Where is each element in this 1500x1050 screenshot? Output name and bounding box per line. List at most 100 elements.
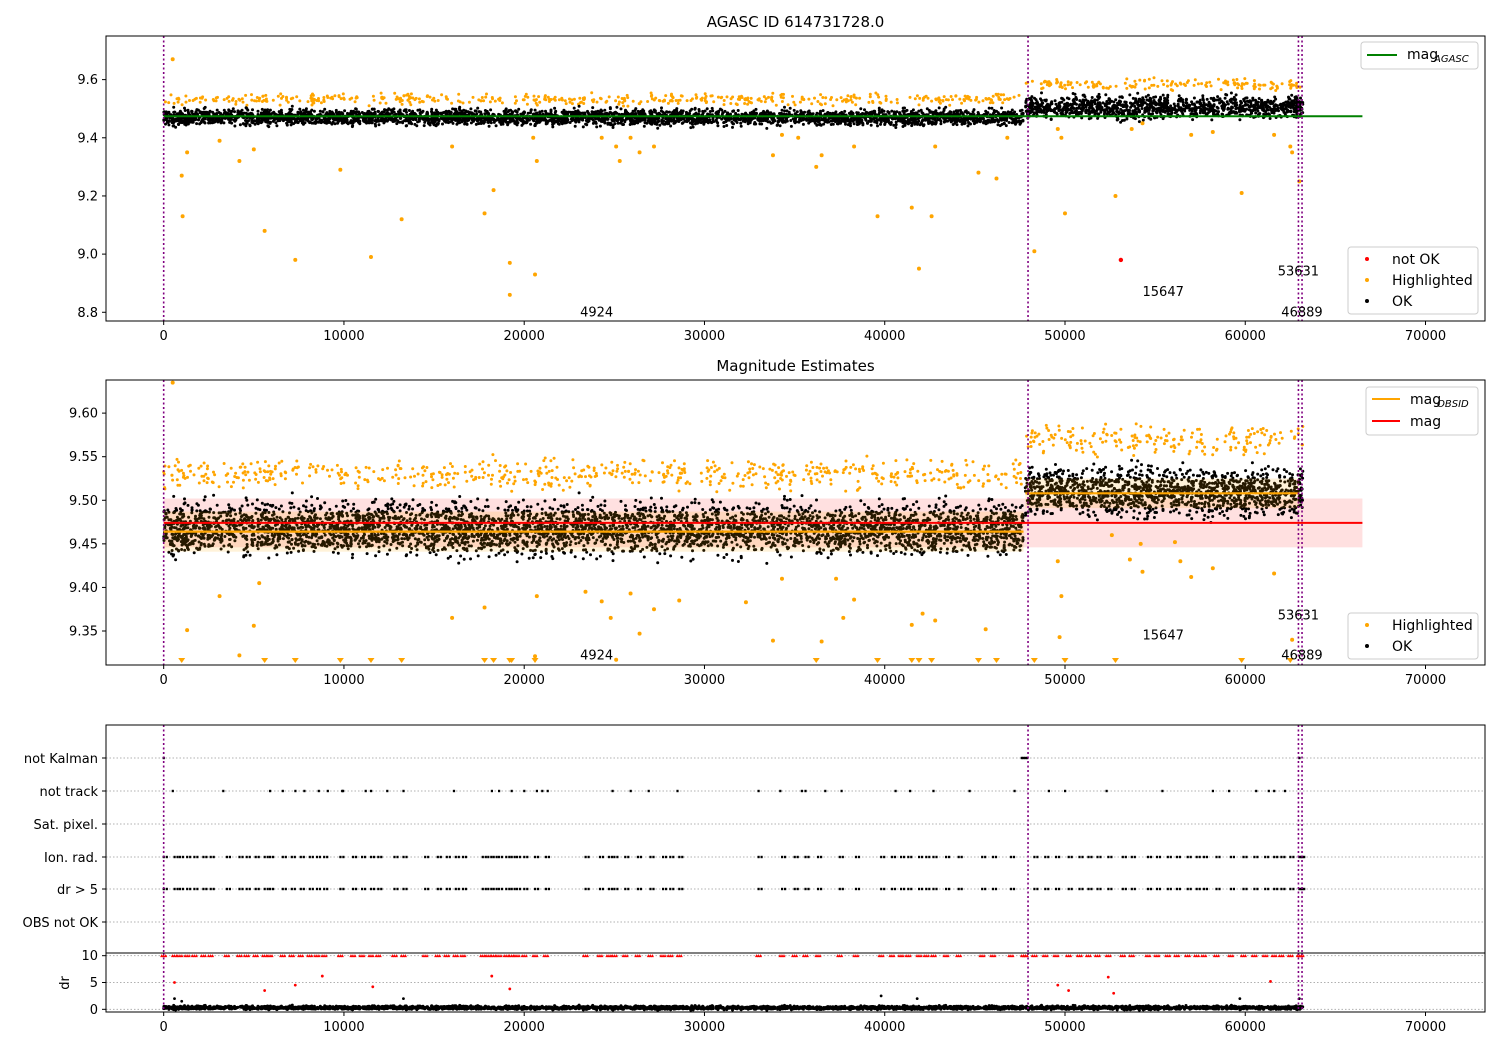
ok-point <box>465 122 469 126</box>
ok-point <box>772 112 776 116</box>
ok-point <box>215 108 219 112</box>
ok-point <box>642 111 646 115</box>
highlighted-point <box>560 98 564 102</box>
ok-point <box>883 122 887 125</box>
highlighted-point <box>444 95 448 99</box>
highlighted-point <box>830 96 833 99</box>
ok-point <box>479 119 483 123</box>
ok-point <box>416 120 420 124</box>
ok-point <box>852 122 856 126</box>
highlighted-point <box>988 101 992 105</box>
ok-point <box>717 110 720 114</box>
ok-point <box>411 109 415 113</box>
highlighted-point <box>1086 85 1090 89</box>
ok-point <box>549 112 553 116</box>
ok-point <box>188 117 192 121</box>
ok-point <box>190 111 194 114</box>
highlighted-point <box>1258 87 1261 91</box>
highlighted-point <box>245 103 249 107</box>
ok-point <box>346 111 349 115</box>
ok-point <box>423 120 427 124</box>
ok-point <box>1205 97 1209 101</box>
ok-point <box>380 111 384 115</box>
highlighted-point <box>759 99 763 103</box>
highlighted-point <box>913 97 917 101</box>
ok-point <box>807 112 811 116</box>
ok-point <box>404 124 408 128</box>
ok-point <box>354 107 358 111</box>
ok-point <box>955 123 959 127</box>
chart-title: AGASC ID 614731728.0 <box>707 13 885 31</box>
highlighted-point <box>792 100 796 104</box>
ok-point <box>668 110 671 114</box>
ok-point <box>251 121 255 125</box>
highlighted-point <box>271 98 275 102</box>
ok-point <box>722 121 726 125</box>
ok-point <box>380 119 384 123</box>
ok-point <box>308 120 312 124</box>
highlighted-point <box>813 96 816 100</box>
ok-point <box>564 118 568 122</box>
ok-point <box>492 118 496 122</box>
highlighted-point <box>781 96 785 100</box>
ok-point <box>823 120 827 124</box>
highlighted-point <box>537 95 541 99</box>
ok-point <box>966 111 970 115</box>
highlighted-point <box>563 99 567 103</box>
highlighted-point <box>650 97 654 101</box>
ok-point <box>711 117 715 121</box>
highlighted-point <box>337 94 341 98</box>
highlighted-point <box>895 101 899 105</box>
highlighted-point <box>607 95 611 99</box>
highlighted-point <box>538 100 542 104</box>
ok-point <box>175 119 179 123</box>
highlighted-point <box>1288 80 1292 84</box>
highlighted-point <box>279 92 283 96</box>
ok-point <box>752 122 756 126</box>
highlighted-point <box>867 100 871 104</box>
ok-point <box>910 121 914 125</box>
highlighted-point <box>938 98 942 102</box>
highlighted-point <box>1243 77 1247 81</box>
ok-point <box>1129 105 1133 109</box>
ok-point <box>444 112 448 116</box>
ok-point <box>850 111 854 115</box>
ok-point <box>927 118 931 122</box>
ok-point <box>489 108 493 112</box>
highlighted-point <box>703 92 707 96</box>
ok-point <box>230 109 234 113</box>
highlighted-point <box>874 91 878 95</box>
ok-point <box>537 119 541 123</box>
highlighted-point <box>1205 81 1209 85</box>
highlighted-point <box>1178 81 1182 85</box>
ok-point <box>467 112 471 116</box>
highlighted-point <box>440 93 444 97</box>
ok-point <box>173 110 177 114</box>
ok-point <box>610 118 614 122</box>
highlighted-point <box>604 100 608 104</box>
ok-point <box>296 112 300 116</box>
highlighted-point <box>553 95 557 99</box>
ok-point <box>231 107 235 111</box>
ok-point <box>650 112 654 116</box>
highlighted-point <box>626 104 630 108</box>
highlighted-point <box>333 94 337 98</box>
highlighted-point <box>1262 83 1266 87</box>
highlighted-point <box>639 100 643 104</box>
highlighted-point <box>746 102 750 106</box>
ok-point <box>233 110 236 114</box>
highlighted-point <box>428 95 432 99</box>
highlighted-point <box>1063 83 1067 87</box>
highlighted-point <box>951 98 954 102</box>
ok-point <box>287 120 291 124</box>
ok-point <box>949 110 953 114</box>
ok-point <box>339 117 343 121</box>
highlighted-point <box>570 102 574 106</box>
highlighted-point <box>1085 80 1089 84</box>
ok-point <box>966 124 970 128</box>
ok-point <box>188 120 192 124</box>
highlighted-point <box>1224 79 1227 83</box>
highlighted-point <box>1185 81 1189 84</box>
highlighted-point <box>1169 83 1173 87</box>
highlighted-point <box>411 96 415 100</box>
